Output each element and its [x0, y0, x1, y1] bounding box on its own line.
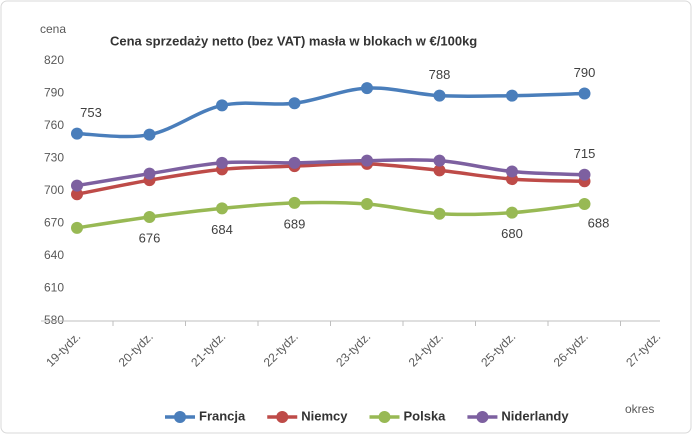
data-label: 753 — [80, 105, 102, 120]
point — [361, 154, 373, 167]
y-tick-label: 760 — [44, 118, 64, 132]
legend-marker — [378, 411, 391, 423]
point — [578, 168, 591, 181]
series-line — [76, 86, 585, 139]
point — [143, 167, 156, 180]
data-label: 684 — [211, 222, 233, 237]
point — [288, 97, 301, 110]
point — [578, 87, 591, 100]
series-line — [76, 158, 585, 188]
point — [506, 165, 518, 178]
point — [361, 82, 373, 95]
data-label: 680 — [501, 226, 523, 241]
legend-label: Niemcy — [301, 408, 348, 423]
point — [71, 188, 83, 201]
data-label: 788 — [429, 67, 451, 82]
x-axis-label: okres — [625, 402, 654, 416]
data-label: 688 — [588, 215, 610, 230]
y-tick-label: 730 — [44, 151, 64, 165]
point — [216, 202, 228, 215]
data-label: 689 — [284, 216, 306, 231]
point — [143, 211, 156, 223]
data-label: 790 — [574, 65, 596, 80]
point — [433, 154, 446, 167]
point — [433, 164, 446, 177]
data-label: 676 — [139, 230, 161, 245]
legend-label: Niderlandy — [501, 408, 569, 423]
y-tick-label: 640 — [44, 248, 64, 262]
legend-label: Polska — [404, 408, 447, 423]
point — [216, 156, 228, 169]
point — [433, 89, 446, 102]
point — [361, 198, 373, 210]
point — [288, 196, 301, 209]
point — [71, 127, 83, 140]
point — [71, 179, 83, 192]
y-tick-label: 820 — [44, 53, 64, 67]
legend-marker — [476, 411, 489, 423]
y-tick-label: 580 — [44, 313, 64, 327]
y-axis-label: cena — [40, 22, 66, 36]
data-label: 715 — [574, 146, 596, 161]
point — [288, 156, 301, 169]
y-tick-label: 700 — [44, 183, 64, 197]
legend-marker — [174, 411, 186, 423]
y-tick-label: 610 — [44, 281, 64, 295]
series-line — [76, 162, 585, 196]
point — [506, 206, 518, 219]
chart-title: Cena sprzedaży netto (bez VAT) masła w b… — [110, 33, 477, 48]
point — [143, 128, 156, 141]
point — [216, 99, 228, 112]
point — [433, 207, 446, 220]
point — [506, 89, 518, 102]
y-tick-label: 670 — [44, 216, 64, 230]
legend-label: Francja — [199, 408, 246, 423]
legend-marker — [276, 411, 289, 423]
y-tick-label: 790 — [44, 86, 64, 100]
series-line — [76, 200, 585, 230]
point — [71, 221, 83, 234]
point — [578, 198, 591, 210]
